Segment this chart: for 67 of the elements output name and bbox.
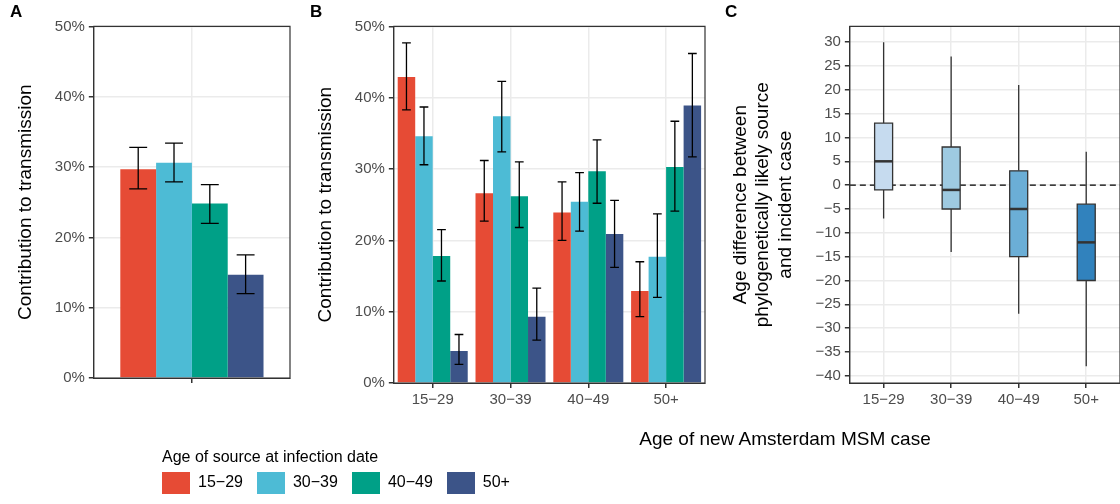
y-tick-label: 5 <box>832 151 841 169</box>
y-tick-label: 50% <box>54 16 85 34</box>
legend-label: 30−39 <box>291 472 338 493</box>
bar <box>553 212 571 383</box>
bar <box>475 193 494 383</box>
y-tick-label: 30% <box>54 157 85 175</box>
chart-title: B <box>310 1 323 21</box>
x-tick-label: 40−49 <box>997 390 1040 408</box>
bar <box>432 256 451 383</box>
y-tick-label: −15 <box>815 246 841 264</box>
legend-label: 40−49 <box>386 472 433 493</box>
y-tick-label: 0 <box>832 175 841 193</box>
y-axis-title: Age difference between phylogenetically likely source and incident case <box>728 82 796 328</box>
y-tick-label: 10% <box>354 301 385 319</box>
bar <box>397 77 416 383</box>
y-tick-label: 20% <box>354 230 385 248</box>
bar <box>450 350 468 383</box>
legend-label: 50+ <box>481 472 510 493</box>
bar <box>227 274 264 378</box>
x-tick-label: 50+ <box>1073 390 1100 408</box>
y-tick-label: 0% <box>63 368 85 386</box>
y-tick-label: −35 <box>815 342 841 360</box>
y-tick-label: 30% <box>354 159 385 177</box>
x-axis-title: Age of new Amsterdam MSM case <box>638 428 932 450</box>
y-axis-title: Contribution to transmission <box>13 84 35 320</box>
bar <box>588 171 606 383</box>
bar <box>605 233 624 383</box>
y-tick-label: −30 <box>815 318 841 336</box>
x-tick-label: 40−49 <box>567 390 610 408</box>
x-tick-label: 15−29 <box>411 390 454 408</box>
y-tick-label: −5 <box>823 199 841 217</box>
bar <box>666 166 684 383</box>
bar <box>570 201 589 383</box>
y-tick-label: −10 <box>815 222 841 240</box>
bar <box>493 116 511 383</box>
bar <box>528 316 546 383</box>
y-axis-title: Contribution to transmission <box>313 86 335 323</box>
y-tick-label: −20 <box>815 270 841 288</box>
y-tick-label: 20 <box>824 79 841 97</box>
legend-title: Age of source at infection date <box>162 448 380 466</box>
y-tick-label: −40 <box>815 365 841 383</box>
y-tick-label: 50% <box>354 16 385 34</box>
x-tick-label: 30−39 <box>930 390 973 408</box>
x-tick-label: 50+ <box>653 390 680 408</box>
x-tick-label: 15−29 <box>862 390 905 408</box>
y-tick-label: 40% <box>354 87 385 105</box>
bar <box>631 291 649 383</box>
bar <box>683 105 702 383</box>
chart-title: A <box>10 1 23 21</box>
bar <box>120 169 157 378</box>
y-tick-label: 10 <box>824 127 841 145</box>
y-tick-label: 40% <box>54 86 85 104</box>
y-tick-label: 0% <box>363 373 385 391</box>
bar <box>510 196 529 383</box>
bar <box>648 256 667 383</box>
bar <box>156 162 192 378</box>
y-tick-label: 25 <box>824 56 841 74</box>
y-tick-label: 30 <box>824 32 841 50</box>
chart-title: C <box>725 1 738 21</box>
bar <box>415 136 433 383</box>
legend-label: 15−29 <box>197 472 243 493</box>
x-tick-label: 30−39 <box>489 390 532 408</box>
bar <box>191 203 228 378</box>
y-tick-label: 10% <box>54 297 85 315</box>
y-tick-label: 15 <box>824 103 841 121</box>
y-tick-label: 20% <box>54 227 85 245</box>
y-tick-label: −25 <box>815 294 841 312</box>
